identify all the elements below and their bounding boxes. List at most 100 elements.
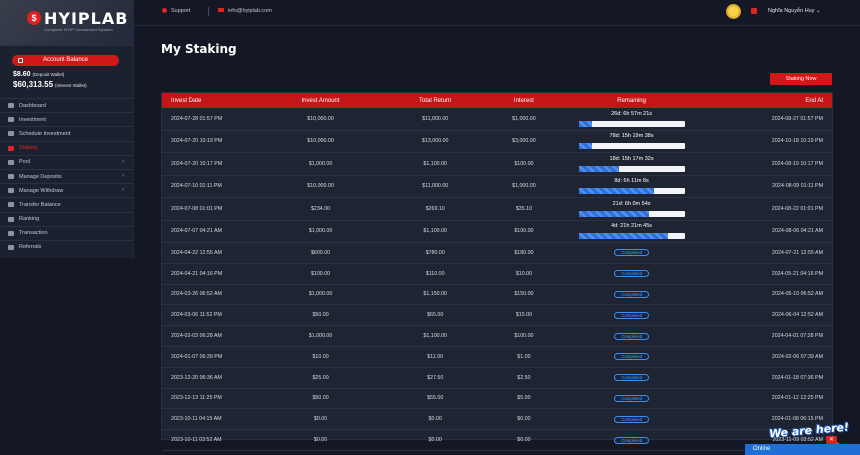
chevron-right-icon: › <box>122 158 124 165</box>
progress-fill <box>578 143 593 150</box>
invest-amount: $1,000.00 <box>308 333 333 340</box>
end-at: 2024-07-21 12:55 AM <box>772 249 823 256</box>
status-badge: Completed <box>614 311 649 319</box>
invest-date: 2024-04-21 04:16 PM <box>171 270 223 277</box>
sidebar-item-staking[interactable]: Staking <box>0 140 134 155</box>
invest-amount: $10,000.00 <box>307 138 334 145</box>
wallet-icon <box>18 58 23 63</box>
chevron-down-icon: ⌄ <box>816 8 821 14</box>
brand-logo[interactable]: $ HYIPLAB Complete HYIP Investment Syste… <box>0 0 133 46</box>
sidebar-item-label: Staking <box>19 145 38 152</box>
table-row: 2024-04-22 12:55 AM $600.00 $780.00 $180.00… <box>162 243 832 264</box>
table-row: 2024-07-28 01:57 PM $10,000.00 $11,000.00 $… <box>162 108 832 131</box>
logo-icon: $ <box>27 11 41 25</box>
interest-balance: $60,313.55 (Interest Wallet) <box>13 80 87 89</box>
progress-bar <box>578 165 685 172</box>
status-badge: Completed <box>614 415 649 423</box>
total-return: $110.00 <box>425 270 445 277</box>
column-header: Total Return <box>419 97 452 104</box>
table-header: Invest Date Invest Amount Total Return Inte… <box>162 93 832 108</box>
remaining-time: 8d: 6h 11m 8s <box>614 178 649 185</box>
remaining-cell: Completed <box>567 290 697 298</box>
end-at: 2024-10-18 10:19 PM <box>771 138 823 145</box>
remaining-cell: 21d: 6h 0m 54s <box>567 201 697 217</box>
end-at: 2024-08-22 01:01 PM <box>771 205 823 212</box>
sidebar-item-label: Investment <box>19 116 46 123</box>
remaining-cell: 78d: 15h 19m 38s <box>567 133 697 150</box>
remaining-time: 26d: 6h 57m 21s <box>611 110 653 117</box>
email-label: info@hyiplab.com <box>228 8 272 14</box>
remaining-time: 78d: 15h 19m 38s <box>609 133 654 140</box>
table-row: 2024-07-20 10:17 PM $1,000.00 $1,100.00 $10… <box>162 153 832 176</box>
progress-bar <box>578 120 685 127</box>
column-header: Remaining <box>617 97 646 104</box>
sidebar-item-manage-deposits[interactable]: Manage Deposits › <box>0 168 134 183</box>
deposit-label: (Deposit Wallet) <box>32 72 65 77</box>
remaining-countdown: 26d: 6h 57m 21s <box>578 110 685 127</box>
sidebar-item-transaction[interactable]: Transaction <box>0 225 134 240</box>
sidebar-item-investment[interactable]: Investment <box>0 112 134 126</box>
rank-medal-icon[interactable] <box>726 4 741 19</box>
sidebar-item-label: Referrals <box>19 244 42 251</box>
status-badge: Completed <box>614 374 649 382</box>
remaining-cell: Completed <box>567 311 697 319</box>
sidebar-item-label: Ranking <box>19 216 40 223</box>
invest-amount: $10,000.00 <box>307 183 334 190</box>
table-row: 2024-07-20 10:19 PM $10,000.00 $13,000.00 $… <box>162 131 832 153</box>
sidebar-item-label: Pool <box>19 159 31 166</box>
sidebar-item-label: Transaction <box>19 230 48 237</box>
sidebar-item-ranking[interactable]: Ranking <box>0 211 134 226</box>
table-row: 2024-01-07 06:39 PM $10.00 $11.00 $1.00 Comp… <box>162 347 832 368</box>
sidebar-item-manage-withdraw[interactable]: Manage Withdraw › <box>0 183 134 197</box>
invest-amount: $1,000.00 <box>308 228 333 235</box>
table-row: 2024-07-08 01:01 PM $234.00 $269.10 $35.10 2… <box>162 198 832 221</box>
account-balance-button[interactable]: Account Balance <box>12 55 119 66</box>
email-link[interactable]: info@hyiplab.com <box>218 8 272 14</box>
staking-now-button[interactable]: Staking Now <box>770 73 832 85</box>
invest-date: 2024-04-22 12:55 AM <box>171 249 222 256</box>
end-at: 2024-02-06 07:39 AM <box>772 353 823 360</box>
invest-date: 2024-07-07 04:21 AM <box>171 228 222 235</box>
user-menu[interactable]: Nghĩa Nguyễn Huy ⌄ <box>768 8 821 14</box>
sidebar-item-dashboard[interactable]: Dashboard <box>0 98 134 112</box>
chevron-right-icon: › <box>122 187 124 194</box>
end-at: 2024-01-12 12:25 PM <box>771 395 823 402</box>
invest-date: 2023-12-13 11:25 PM <box>171 395 222 402</box>
status-badge: Completed <box>614 290 649 298</box>
table-row: 2024-07-10 01:11 PM $10,000.00 $11,000.00 $… <box>162 176 832 198</box>
sidebar-item-pool[interactable]: Pool › <box>0 154 134 169</box>
sidebar-item-transfer-balance[interactable]: Transfer Balance <box>0 197 134 211</box>
invest-date: 2023-12-20 06:36 AM <box>171 374 222 381</box>
support-label: Support <box>171 8 191 14</box>
menu-item-icon <box>8 103 14 109</box>
chat-close-icon[interactable]: ✕ <box>826 436 837 445</box>
user-name: Nghĩa Nguyễn Huy <box>768 8 815 14</box>
column-header: Invest Date <box>171 97 202 104</box>
remaining-cell: Completed <box>567 270 697 278</box>
support-icon <box>162 8 167 13</box>
divider <box>208 7 209 16</box>
interest: $100.00 <box>514 333 534 340</box>
progress-bar <box>578 210 685 217</box>
remaining-cell: 8d: 6h 11m 8s <box>567 178 697 195</box>
invest-date: 2024-03-26 06:52 AM <box>171 291 222 298</box>
support-link[interactable]: Support <box>162 8 190 14</box>
menu-item-icon <box>8 117 14 123</box>
sidebar-item-referrals[interactable]: Referrals <box>0 239 134 254</box>
menu-item-icon <box>8 216 14 222</box>
column-header: End At <box>805 97 823 104</box>
total-return: $269.10 <box>425 205 445 212</box>
user-icon <box>751 8 757 14</box>
progress-fill <box>578 210 649 217</box>
interest: $0.00 <box>517 416 531 423</box>
chat-status-bar[interactable]: Online <box>745 444 860 455</box>
remaining-cell: 18d: 15h 17m 32s <box>567 156 697 172</box>
total-return: $55.00 <box>427 395 444 402</box>
sidebar-item-label: Schedule Investment <box>19 130 71 137</box>
invest-amount: $25.00 <box>312 374 329 381</box>
table-row: 2023-10-11 03:52 AM $0.00 $0.00 $0.00 Comple… <box>162 430 832 451</box>
total-return: $0.00 <box>428 416 442 423</box>
table-row: 2023-10-11 01:43 AM$0.00$0.00$0.00Comple… <box>162 451 832 455</box>
sidebar-item-schedule-investment[interactable]: Schedule Investment <box>0 126 134 140</box>
interest: $150.00 <box>514 291 534 298</box>
